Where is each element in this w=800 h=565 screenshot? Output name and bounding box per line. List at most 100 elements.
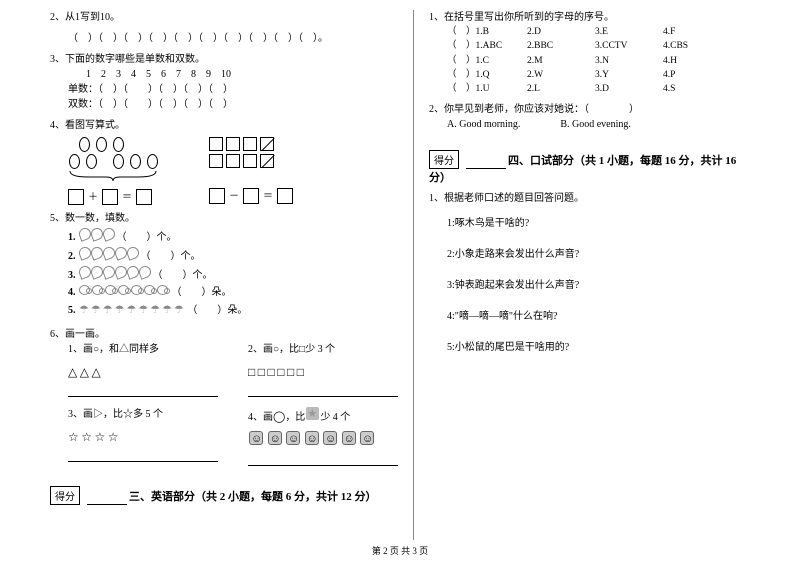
answer-line[interactable] [68,385,218,397]
equals-sign: ＝ [263,189,273,204]
umbrella-icon [174,302,184,319]
answer-line[interactable] [248,454,398,466]
q3-numbers: 1 2 3 4 5 6 7 8 9 10 [50,67,398,82]
banana-icon [79,228,89,240]
shrimp-icon [105,285,116,295]
page-footer: 第 2 页 共 3 页 [0,544,800,557]
q3-title: 3、下面的数字哪些是单数和双数。 [50,52,398,67]
umbrella-icon [150,302,160,319]
umbrella-icon [91,302,101,319]
listen-row: （ ）1.Q2.W3.Y4.P [447,68,750,82]
oral-item: 1:啄木鸟是干啥的? [447,216,750,231]
q6-sub2: 2、画○，比□少 3 个 [248,342,398,397]
banana-icon [79,266,89,278]
triangle-icon [80,363,89,381]
minus-sign: － [229,189,239,204]
answer-line[interactable] [248,385,398,397]
q6-sub3-label: 3、画▷，比☆多 5 个 [68,407,218,422]
q6-title: 6、画一画。 [50,327,398,342]
square-icon [258,363,265,381]
shrimp-icon [131,285,142,295]
answer-box[interactable] [209,188,225,204]
banana-icon [127,247,137,259]
listen-row: （ ）1.C2.M3.N4.H [447,54,750,68]
oral-list: 1:啄木鸟是干啥的?2:小象走路来会发出什么声音?3:钟表跑起来会发出什么声音?… [429,216,750,355]
listen-cell: 4.P [663,68,731,82]
page-container: 2、从1写到10。 （ ）（ ）（ ）（ ）（ ）（ ）（ ）（ ）（ ）（ ）… [0,0,800,540]
banana-icon [127,266,137,278]
score-box: 得分 [429,150,459,169]
banana-icon [139,266,149,278]
face-icon [305,431,319,445]
q6-sub3: 3、画▷，比☆多 5 个 [68,407,218,467]
square-icon [287,363,294,381]
oral-q1: 1、根据老师口述的题目回答问题。 1:啄木鸟是干啥的?2:小象走路来会发出什么声… [429,191,750,355]
shrimp-icon [92,285,103,295]
q5: 5、数一数，填数。 1. （ ）个。2. （ ）个。3. （ ）个。4. （ ）… [50,211,398,321]
oval-icon [113,154,124,169]
listen-q1-title: 1、在括号里写出你所听到的字母的序号。 [429,10,750,25]
square-icon [248,363,255,381]
listen-cell: 2.D [527,25,595,39]
umbrella-icon [115,302,125,319]
star-icon [95,428,106,446]
answer-box[interactable] [243,188,259,204]
umbrella-icon [127,302,137,319]
q2-title: 2、从1写到10。 [50,10,398,25]
oral-item: 3:钟表跑起来会发出什么声音? [447,278,750,293]
q4: 4、看图写算式。 [50,118,398,205]
square-crossed-icon [260,154,274,168]
shrimp-icon [79,285,90,295]
column-divider [413,10,414,540]
opt-a: A. Good morning. [447,117,520,132]
listen-q2: 2、你早见到老师，你应该对她说：（ ） A. Good morning. B. … [429,102,750,132]
answer-box[interactable] [136,189,152,205]
square-icon [277,363,284,381]
shrimp-icon [118,285,129,295]
face-icon [268,431,282,445]
square-icon [226,154,240,168]
face-icon [249,431,263,445]
banana-icon [103,266,113,278]
square-icon [209,154,223,168]
apple-icon [273,409,285,426]
q4-right-squares: － ＝ [209,137,293,205]
answer-box[interactable] [277,188,293,204]
q4-plus-equation: ＋ ＝ [68,189,159,205]
oval-icon [86,154,97,169]
oral-item: 4:"嘀—嘀—嘀"什么在响? [447,309,750,324]
q6: 6、画一画。 1、画○，和△同样多 2、画○，比□少 3 个 [50,327,398,467]
plus-sign: ＋ [88,190,98,205]
q4-title: 4、看图写算式。 [50,118,398,133]
listen-q2-title: 2、你早见到老师，你应该对她说：（ ） [429,102,750,117]
listen-cell: （ ）1.C [447,54,527,68]
listen-cell: 2.L [527,82,595,96]
listen-cell: （ ）1.B [447,25,527,39]
equals-sign: ＝ [122,190,132,205]
face-icon [342,431,356,445]
listen-row: （ ）1.ABC2.BBC3.CCTV4.CBS [447,39,750,53]
listen-cell: 4.H [663,54,731,68]
oval-icon [79,137,90,152]
left-column: 2、从1写到10。 （ ）（ ）（ ）（ ）（ ）（ ）（ ）（ ）（ ）（ ）… [40,10,408,540]
q6-sub4-label: 4、画，比少 4 个 [248,407,398,426]
section-3-header: 得分 三、英语部分（共 2 小题，每题 6 分，共计 12 分） [50,486,398,505]
q5-suffix: （ ）朵。 [187,305,247,316]
listen-cell: 2.W [527,68,595,82]
q5-title: 5、数一数，填数。 [50,211,398,226]
oval-icon [69,154,80,169]
listen-cell: 4.S [663,82,731,96]
opt-b: B. Good evening. [560,117,631,132]
section-3-title: 三、英语部分（共 2 小题，每题 6 分，共计 12 分） [129,491,377,503]
answer-box[interactable] [102,189,118,205]
score-box: 得分 [50,486,80,505]
oval-icon [130,154,141,169]
q5-item: 3. （ ）个。 [68,266,398,283]
answer-line[interactable] [68,450,218,462]
answer-box[interactable] [68,189,84,205]
square-icon [226,137,240,151]
listen-q1: 1、在括号里写出你所听到的字母的序号。 （ ）1.B2.D3.E4.F（ ）1.… [429,10,750,96]
umbrella-icon [162,302,172,319]
oval-icon [96,137,107,152]
q3-odd: 单数：（ ）（ ）（ ）（ ）（ ） [50,82,398,97]
